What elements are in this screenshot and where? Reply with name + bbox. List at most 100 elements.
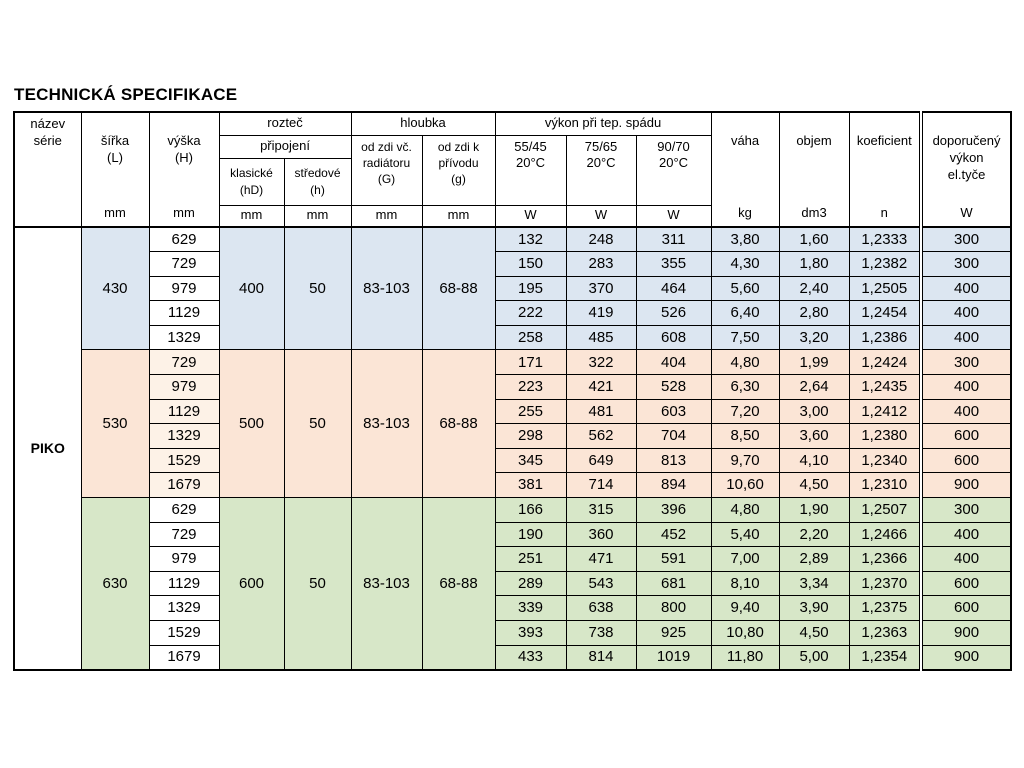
- power-9070-cell: 925: [635, 620, 712, 646]
- power-7565-cell: 738: [565, 620, 637, 646]
- table-row: 1329 339 638 800 9,40 3,90 1,2375 600: [14, 595, 1012, 621]
- power-9070-cell: 1019: [635, 644, 712, 671]
- coefficient-cell: 1,2386: [848, 324, 922, 351]
- page-title: TECHNICKÁ SPECIFIKACE: [14, 85, 238, 104]
- weight-cell: 6,40: [710, 300, 780, 326]
- header-koeficient: koeficient n: [848, 111, 922, 228]
- volume-cell: 2,40: [778, 275, 850, 302]
- weight-cell: 3,80: [710, 226, 780, 253]
- power-5545-cell: 171: [494, 349, 567, 376]
- power-9070-cell: 603: [635, 398, 712, 425]
- table-row: 979 223 421 528 6,30 2,64 1,2435 400: [14, 374, 1012, 400]
- weight-cell: 4,80: [710, 497, 780, 523]
- volume-cell: 2,80: [778, 300, 850, 326]
- weight-cell: 9,40: [710, 595, 780, 621]
- power-7565-cell: 315: [565, 497, 637, 523]
- header-temp-9070: 90/70 20°C: [635, 134, 712, 206]
- coefficient-cell: 1,2366: [848, 546, 922, 572]
- recommended-power-cell: 400: [919, 398, 1012, 425]
- power-5545-cell: 132: [494, 226, 567, 253]
- header-roztec: rozteč: [218, 111, 352, 136]
- header-row-2: připojení od zdi vč. radiátoru (G) od zd…: [14, 134, 1011, 206]
- power-9070-cell: 608: [635, 324, 712, 351]
- volume-cell: 4,50: [778, 620, 850, 646]
- volume-cell: 4,50: [778, 472, 850, 499]
- weight-cell: 7,00: [710, 546, 780, 572]
- table-row: 1129 222 419 526 6,40 2,80 1,2454 400: [14, 300, 1012, 326]
- height-cell: 979: [148, 374, 220, 400]
- recommended-power-cell: 900: [919, 644, 1012, 671]
- power-5545-cell: 150: [494, 251, 567, 277]
- recommended-power-cell: 900: [919, 472, 1012, 499]
- table-row: 1529 393 738 925 10,80 4,50 1,2363 900: [14, 620, 1012, 646]
- depth-g2-cell: 68-88: [421, 226, 496, 351]
- coefficient-cell: 1,2354: [848, 644, 922, 671]
- coefficient-cell: 1,2363: [848, 620, 922, 646]
- weight-cell: 6,30: [710, 374, 780, 400]
- height-cell: 979: [148, 275, 220, 302]
- power-5545-cell: 393: [494, 620, 567, 646]
- height-cell: 629: [148, 226, 220, 253]
- header-unit-od-zdi-vc: mm: [350, 204, 423, 228]
- header-temp-5545: 55/45 20°C: [494, 134, 567, 206]
- power-9070-cell: 452: [635, 521, 712, 548]
- header-klasicke: klasické (hD): [218, 157, 285, 206]
- power-7565-cell: 649: [565, 447, 637, 474]
- power-5545-cell: 289: [494, 570, 567, 597]
- power-5545-cell: 222: [494, 300, 567, 326]
- header-sirka: šířka (L) mm: [80, 111, 150, 228]
- volume-cell: 2,89: [778, 546, 850, 572]
- header-vyska-unit: mm: [173, 205, 195, 221]
- volume-cell: 1,90: [778, 497, 850, 523]
- power-9070-cell: 355: [635, 251, 712, 277]
- recommended-power-cell: 600: [919, 570, 1012, 597]
- header-row-1: název série šířka (L) mm výška (H) mm ro…: [13, 111, 1012, 228]
- height-cell: 729: [148, 521, 220, 548]
- power-7565-cell: 360: [565, 521, 637, 548]
- power-7565-cell: 814: [565, 644, 637, 671]
- header-doporuceny: doporučený výkon el.tyče W: [919, 111, 1012, 228]
- header-doporuceny-unit: W: [960, 205, 973, 221]
- volume-cell: 5,00: [778, 644, 850, 671]
- header-stredove: středové (h): [283, 157, 352, 206]
- power-9070-cell: 464: [635, 275, 712, 302]
- recommended-power-cell: 300: [919, 226, 1012, 253]
- weight-cell: 8,50: [710, 423, 780, 449]
- volume-cell: 4,10: [778, 447, 850, 474]
- coefficient-cell: 1,2333: [848, 226, 922, 253]
- power-9070-cell: 813: [635, 447, 712, 474]
- coefficient-cell: 1,2382: [848, 251, 922, 277]
- header-vykon: výkon při tep. spádu: [494, 111, 712, 136]
- pitch-central-cell: 50: [283, 497, 352, 671]
- recommended-power-cell: 400: [919, 521, 1012, 548]
- recommended-power-cell: 600: [919, 447, 1012, 474]
- header-koeficient-label: koeficient: [856, 132, 912, 148]
- header-od-zdi-k: od zdi k přívodu (g): [421, 134, 496, 206]
- height-cell: 1129: [148, 300, 220, 326]
- coefficient-cell: 1,2412: [848, 398, 922, 425]
- recommended-power-cell: 900: [919, 620, 1012, 646]
- power-7565-cell: 471: [565, 546, 637, 572]
- depth-g2-cell: 68-88: [421, 349, 496, 499]
- power-5545-cell: 223: [494, 374, 567, 400]
- volume-cell: 1,99: [778, 349, 850, 376]
- volume-cell: 3,00: [778, 398, 850, 425]
- header-objem: objem dm3: [778, 111, 850, 228]
- power-7565-cell: 714: [565, 472, 637, 499]
- page: TECHNICKÁ SPECIFIKACE název série šířka …: [13, 85, 1013, 671]
- coefficient-cell: 1,2310: [848, 472, 922, 499]
- recommended-power-cell: 400: [919, 324, 1012, 351]
- power-5545-cell: 195: [494, 275, 567, 302]
- header-sirka-label: šířka (L): [100, 132, 130, 165]
- volume-cell: 3,60: [778, 423, 850, 449]
- pitch-central-cell: 50: [283, 349, 352, 499]
- power-7565-cell: 485: [565, 324, 637, 351]
- power-9070-cell: 800: [635, 595, 712, 621]
- depth-g-cell: 83-103: [350, 226, 423, 351]
- recommended-power-cell: 600: [919, 595, 1012, 621]
- power-9070-cell: 591: [635, 546, 712, 572]
- table-row: 979 251 471 591 7,00 2,89 1,2366 400: [14, 546, 1012, 572]
- table-row: 1129 289 543 681 8,10 3,34 1,2370 600: [14, 570, 1012, 597]
- table-row: 1329 298 562 704 8,50 3,60 1,2380 600: [14, 423, 1012, 449]
- volume-cell: 1,60: [778, 226, 850, 253]
